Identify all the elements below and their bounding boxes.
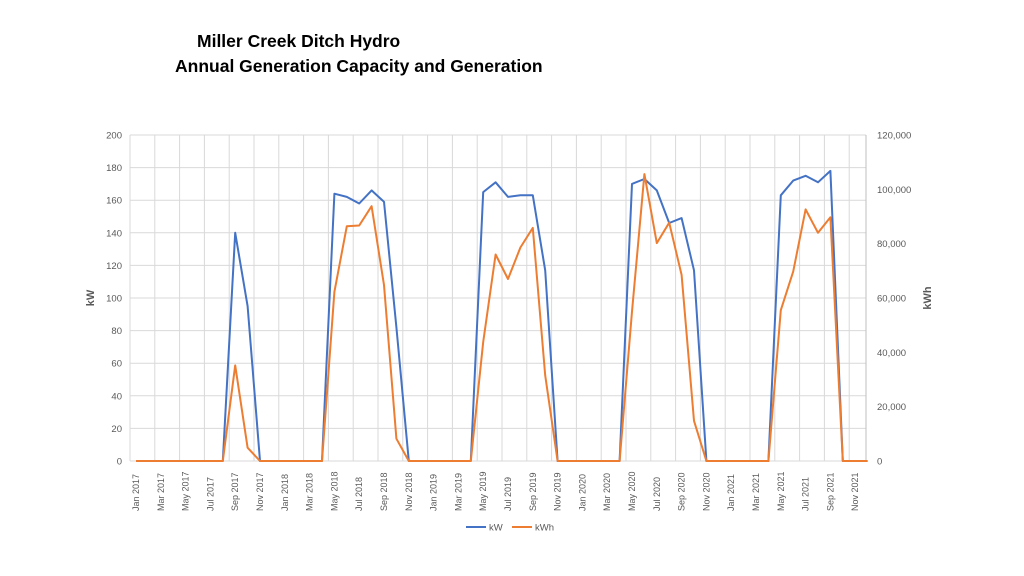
left-tick-label: 40 [111, 391, 122, 402]
x-tick-label: Sep 2020 [677, 472, 687, 511]
x-tick-label: Nov 2021 [850, 472, 860, 511]
x-tick-label: Mar 2017 [156, 473, 166, 511]
left-tick-label: 140 [106, 228, 122, 239]
x-tick-label: May 2017 [181, 471, 191, 511]
left-tick-label: 60 [111, 359, 122, 370]
x-tick-label: Jan 2017 [131, 474, 141, 511]
right-tick-label: 80,000 [877, 239, 906, 250]
chart-title-line-2: Annual Generation Capacity and Generatio… [175, 56, 543, 76]
x-tick-label: Mar 2020 [602, 473, 612, 511]
y2-axis-title: kWh [922, 286, 934, 310]
x-tick-label: Sep 2017 [230, 472, 240, 511]
y-axis-title: kW [85, 289, 97, 306]
left-tick-label: 100 [106, 294, 122, 305]
x-tick-label: May 2020 [627, 471, 637, 511]
x-tick-label: Jul 2019 [503, 477, 513, 511]
x-tick-label: Jul 2021 [801, 477, 811, 511]
x-tick-label: Nov 2020 [701, 472, 711, 511]
x-tick-label: Jul 2018 [354, 477, 364, 511]
x-tick-label: Sep 2019 [528, 472, 538, 511]
left-tick-label: 180 [106, 163, 122, 174]
series-line-kwh [136, 173, 868, 462]
left-tick-label: 20 [111, 424, 122, 435]
right-tick-label: 0 [877, 457, 882, 468]
right-tick-label: 60,000 [877, 294, 906, 305]
x-tick-label: Mar 2019 [453, 473, 463, 511]
x-tick-label: May 2019 [478, 471, 488, 511]
left-tick-label: 200 [106, 131, 122, 142]
x-tick-label: Jan 2018 [280, 474, 290, 511]
x-tick-label: Nov 2017 [255, 472, 265, 511]
x-tick-label: Mar 2021 [751, 473, 761, 511]
chart-title-line-1: Miller Creek Ditch Hydro [197, 31, 401, 51]
x-tick-label: Jan 2021 [726, 474, 736, 511]
x-tick-label: May 2021 [776, 471, 786, 511]
left-tick-label: 160 [106, 196, 122, 207]
right-tick-label: 40,000 [877, 348, 906, 359]
x-tick-label: Jan 2019 [429, 474, 439, 511]
left-tick-label: 80 [111, 326, 122, 337]
right-tick-label: 120,000 [877, 131, 911, 142]
legend-label-kw: kW [489, 523, 503, 534]
right-tick-label: 100,000 [877, 185, 911, 196]
x-tick-label: Jul 2017 [205, 477, 215, 511]
left-tick-label: 120 [106, 261, 122, 272]
right-tick-label: 20,000 [877, 402, 906, 413]
x-tick-label: Mar 2018 [305, 473, 315, 511]
x-tick-label: Sep 2021 [825, 472, 835, 511]
x-tick-label: Nov 2018 [404, 472, 414, 511]
x-tick-label: Jan 2020 [577, 474, 587, 511]
x-tick-label: Sep 2018 [379, 472, 389, 511]
x-tick-label: May 2018 [329, 471, 339, 511]
left-tick-label: 0 [117, 457, 122, 468]
x-tick-label: Nov 2019 [553, 472, 563, 511]
x-tick-label: Jul 2020 [652, 477, 662, 511]
legend-label-kwh: kWh [535, 523, 554, 534]
